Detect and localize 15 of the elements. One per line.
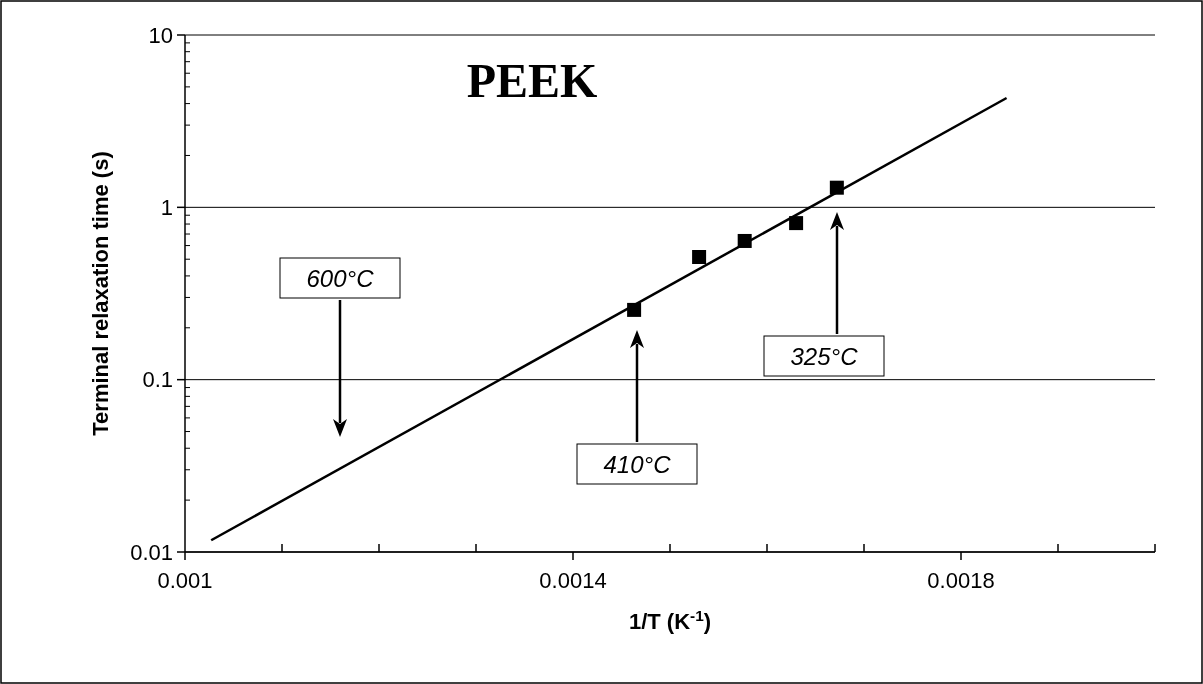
x-tick-label: 0.001 <box>157 568 213 593</box>
x-axis-title: 1/T (K$^{-1}$) <box>628 606 712 634</box>
y-axis-title: Terminal relaxation time (s) <box>88 151 113 436</box>
x-tick-label: 0.0018 <box>927 568 995 593</box>
x-tick-label: 0.0014 <box>539 568 607 593</box>
y-tick-label: 0.01 <box>130 539 173 565</box>
point <box>692 250 707 264</box>
chart-title: PEEK <box>466 54 598 107</box>
annotation: 325°C <box>790 342 859 370</box>
y-tick-label: 0.1 <box>142 367 173 393</box>
point <box>789 216 804 231</box>
annotation: 600°C <box>306 264 375 292</box>
annotation: 410°C <box>603 450 672 478</box>
y-tick-label: 10 <box>148 22 173 48</box>
y-tick-label: 1 <box>160 195 173 221</box>
